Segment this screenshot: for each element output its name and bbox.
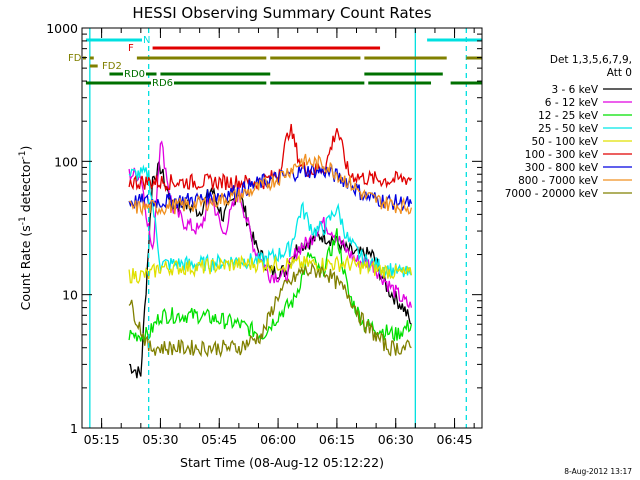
x-tick-label: 06:00 [260,432,296,447]
flag-label-bg [142,34,151,45]
flag-label-bg [101,60,124,71]
legend-label: 3 - 6 keV [551,84,598,96]
plot-frame [81,27,483,429]
flag-label-bg [123,68,146,79]
x-axis-label: Start Time (08-Aug-12 05:12:22) [180,455,384,470]
x-tick-label: 06:15 [319,432,355,447]
legend-header-line-2: Att 0 [607,67,632,79]
footer-timestamp: 8-Aug-2012 13:17 [564,467,632,476]
legend-header-line-1: Det 1,3,5,6,7,9, [550,54,632,66]
flag-label-bg [151,77,174,88]
legend-label: 6 - 12 keV [545,97,599,109]
y-tick-label: 1 [70,421,78,436]
legend-label: 7000 - 20000 keV [505,188,599,200]
flag-label-bg [67,52,83,63]
x-tick-label: 05:15 [84,432,120,447]
y-tick-label: 10 [62,288,78,303]
y-axis-label: Count Rate (s-1 detector-1) [18,146,33,311]
flag-label-rd0: RD0 [124,69,145,80]
y-tick-label: 100 [54,154,78,169]
series-line-8 [128,153,413,217]
legend-label: 25 - 50 keV [538,123,599,135]
legend-label: 800 - 7000 keV [518,175,599,187]
y-tick-label: 1000 [46,21,78,36]
series-line-2 [128,140,413,309]
legend-label: 12 - 25 keV [538,110,599,122]
flag-label-rd6: RD6 [152,78,173,89]
flag-label-fd2: FD2 [102,61,122,72]
flag-label-fd: FD [68,53,82,64]
series-line-5 [128,254,413,285]
flag-label-n: N [143,35,150,46]
x-tick-label: 05:45 [201,432,237,447]
series-line-9 [128,261,412,358]
legend-label: 300 - 800 keV [525,162,599,174]
flag-label-f: F [128,43,134,54]
x-tick-label: 05:30 [142,432,178,447]
legend-label: 100 - 300 keV [525,149,599,161]
x-tick-label: 06:30 [378,432,414,447]
legend-label: 50 - 100 keV [531,136,598,148]
chart-title: HESSI Observing Summary Count Rates [132,4,431,22]
flag-label-bg [127,42,136,53]
x-tick-label: 06:45 [437,432,473,447]
